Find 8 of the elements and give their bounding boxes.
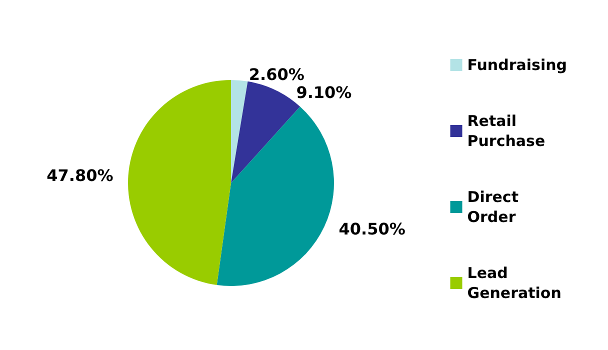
- legend-label: Retail Purchase: [467, 112, 546, 150]
- data-label: 47.80%: [46, 166, 114, 185]
- data-label: 2.60%: [248, 64, 304, 84]
- legend-label: Lead Generation: [467, 264, 562, 302]
- data-label: 9.10%: [296, 82, 352, 102]
- data-label: 40.50%: [338, 220, 406, 239]
- legend-label: Direct Order: [467, 188, 518, 226]
- legend-label: Fundraising: [467, 56, 568, 74]
